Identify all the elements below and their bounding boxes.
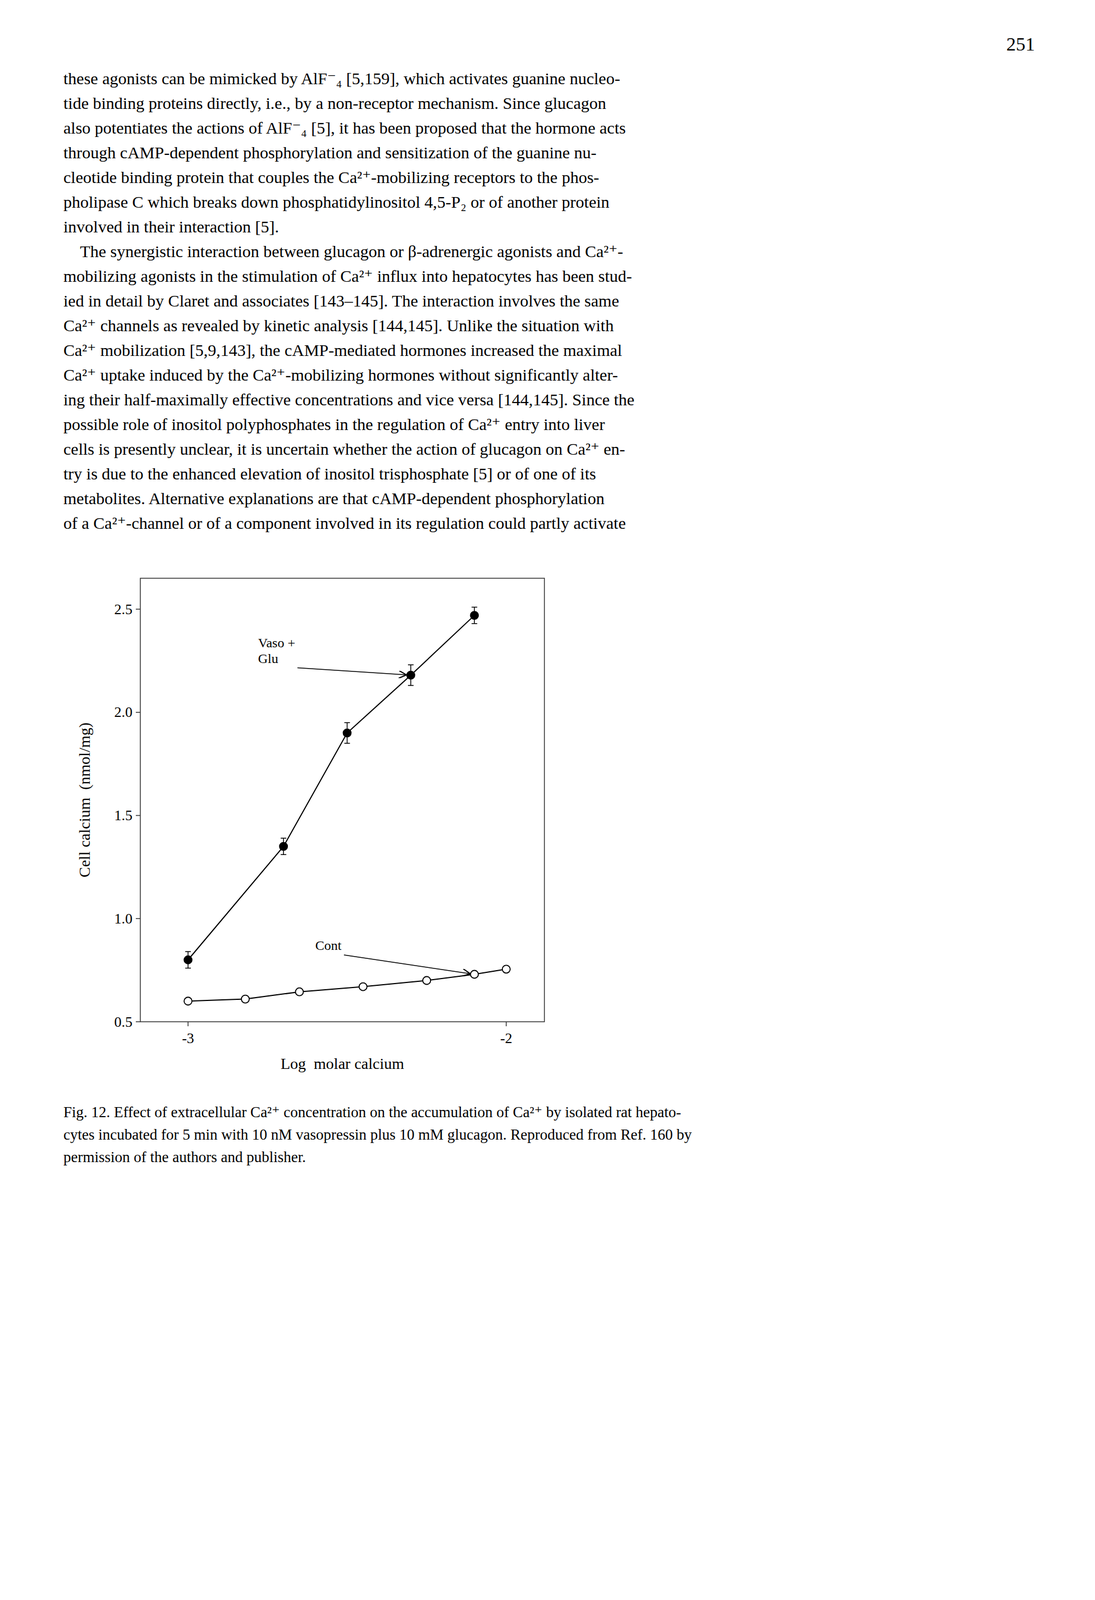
body-line: ied in detail by Claret and associates [… — [63, 291, 620, 310]
page-number: 251 — [1006, 33, 1035, 55]
point-marker — [470, 969, 479, 978]
body-line: mobilizing agonists in the stimulation o… — [63, 266, 632, 286]
point-marker — [241, 995, 250, 1003]
point-marker — [184, 996, 192, 1005]
y-tick-label: 0.5 — [114, 1013, 134, 1030]
series — [184, 964, 511, 1005]
caption: Fig. 12. Effect of extracellular Ca²⁺ co… — [63, 1103, 693, 1166]
x-tick — [187, 1021, 189, 1026]
body-line: Ca²⁺ mobilization [5,9,143], the cAMP-me… — [63, 340, 622, 360]
x-axis-label: Log molar calcium — [280, 1054, 405, 1072]
y-tick — [135, 918, 141, 920]
body-line: of a Ca²⁺-channel or of a component invo… — [63, 513, 626, 533]
axes: 0.5 1.0 1.5 2.0 2.5 -3 -2 Log molar calcium Cell… — [75, 578, 545, 1072]
body-line: cleotide binding protein that couples th… — [63, 167, 600, 187]
body-line: also potentiates the actions of AlF⁻₄ [5… — [63, 118, 626, 137]
body-line: ing their half-maximally effective conce… — [63, 390, 635, 409]
point-marker — [295, 987, 304, 996]
body-line: involved in their interaction [5]. — [63, 217, 279, 236]
series-line — [188, 968, 507, 1001]
body-text: these agonists can be mimicked by AlF⁻₄ … — [63, 69, 635, 533]
y-tick — [135, 711, 141, 713]
annotation-line: Glu — [258, 651, 279, 666]
caption-line: Fig. 12. Effect of extracellular Ca²⁺ co… — [63, 1103, 682, 1121]
y-tick-label: 1.5 — [114, 807, 134, 824]
body-line: possible role of inositol polyphosphates… — [63, 414, 606, 434]
annotation-arrow — [344, 954, 470, 974]
x-tick-label: -2 — [500, 1029, 513, 1047]
point-marker — [470, 611, 479, 620]
body-line: through cAMP-dependent phosphorylation a… — [63, 143, 597, 162]
page: 251 these agonists can be mimicked by AlF… — [0, 0, 1095, 1600]
point-marker — [343, 729, 352, 737]
point-marker — [406, 671, 415, 680]
body-line: pholipase C which breaks down phosphatid… — [63, 192, 610, 212]
annotation-arrow — [297, 667, 406, 676]
caption-line: permission of the authors and publisher. — [63, 1148, 306, 1166]
annotation-line: Vaso + — [258, 635, 296, 650]
point-marker — [184, 955, 192, 964]
body-line: The synergistic interaction between gluc… — [63, 241, 623, 261]
y-tick-label: 1.0 — [114, 910, 134, 927]
y-tick-label: 2.5 — [114, 601, 134, 618]
point-marker — [502, 964, 511, 973]
body-line: cells is presently unclear, it is uncert… — [63, 439, 626, 458]
annotations: Vaso +Glu Cont — [258, 635, 470, 974]
y-tick — [135, 1020, 141, 1023]
body-line: these agonists can be mimicked by AlF⁻₄ … — [63, 69, 621, 88]
series — [184, 606, 479, 968]
body-line: Ca²⁺ channels as revealed by kinetic ana… — [63, 315, 614, 335]
x-tick-label: -3 — [181, 1029, 195, 1047]
body-line: metabolites. Alternative explanations ar… — [63, 488, 605, 508]
body-line: Ca²⁺ uptake induced by the Ca²⁺-mobilizi… — [63, 365, 618, 384]
plot-frame — [140, 578, 545, 1022]
annotation: Cont — [315, 937, 342, 953]
caption-line: cytes incubated for 5 min with 10 nM vas… — [63, 1125, 693, 1143]
point-marker — [422, 976, 431, 985]
y-tick — [135, 608, 141, 610]
y-axis-label: Cell calcium (nmol/mg) — [75, 722, 94, 878]
plot-data — [184, 606, 511, 1005]
annotation-line: Cont — [315, 937, 342, 953]
annotation: Vaso +Glu — [258, 635, 296, 666]
body-line: tide binding proteins directly, i.e., by… — [63, 93, 607, 113]
point-marker — [359, 982, 368, 991]
body-line: try is due to the enhanced elevation of … — [63, 464, 597, 483]
x-tick — [505, 1021, 507, 1026]
y-tick-label: 2.0 — [114, 703, 134, 721]
point-marker — [279, 842, 288, 851]
y-tick — [135, 814, 141, 817]
series-line — [188, 615, 475, 960]
